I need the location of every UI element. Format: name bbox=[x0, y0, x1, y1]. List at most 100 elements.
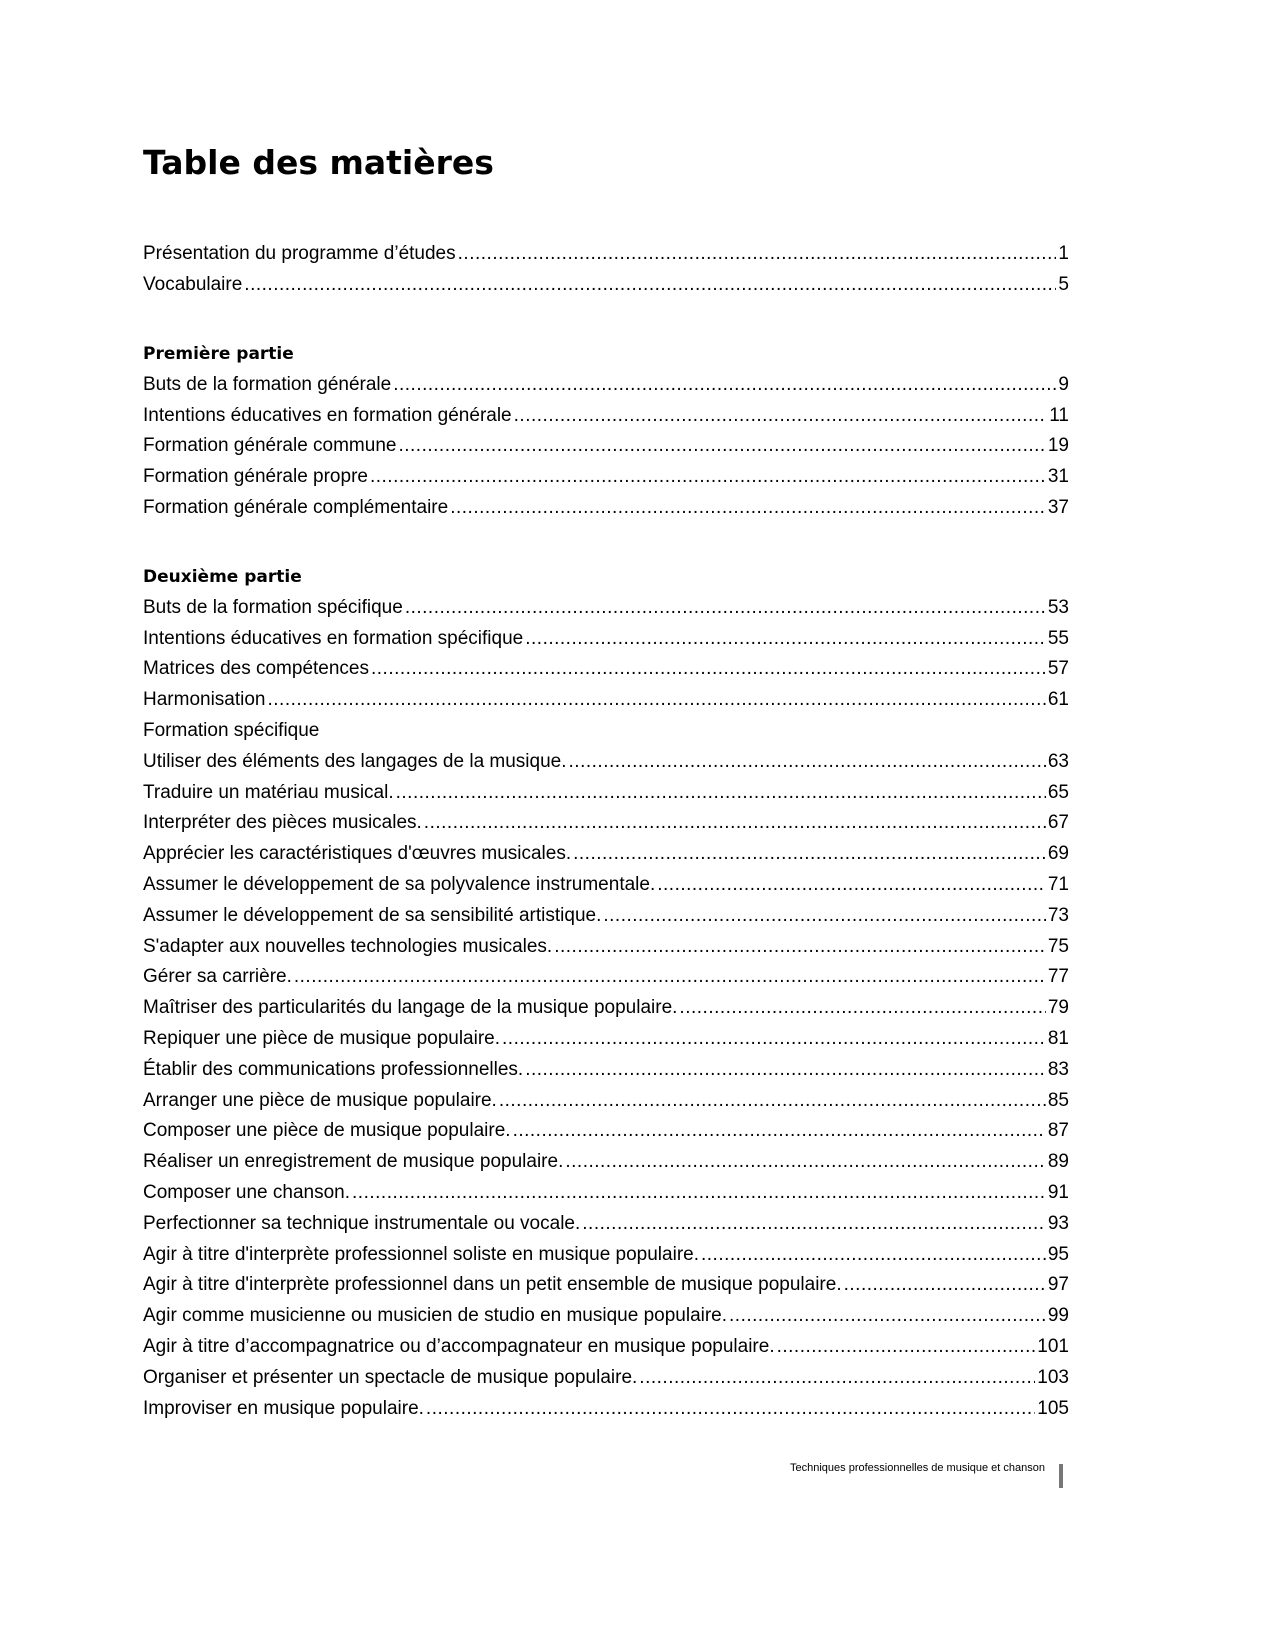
entry-page-number: 95 bbox=[1047, 1243, 1069, 1265]
toc-entry[interactable]: Harmonisation 61 bbox=[143, 685, 1069, 716]
toc-entry[interactable]: Présentation du programme d’études 1 bbox=[143, 239, 1069, 270]
toc-entry[interactable]: Utiliser des éléments des langages de la… bbox=[143, 747, 1069, 778]
entry-page-number: 91 bbox=[1047, 1181, 1069, 1203]
entry-label: Buts de la formation générale bbox=[143, 373, 392, 395]
dot-leader bbox=[701, 1240, 1046, 1271]
toc-entry[interactable]: Établir des communications professionnel… bbox=[143, 1055, 1069, 1086]
entry-page-number: 11 bbox=[1049, 404, 1069, 426]
toc-part-1: Première partie Buts de la formation gén… bbox=[143, 339, 1069, 524]
entry-label: Établir des communications professionnel… bbox=[143, 1058, 524, 1080]
entry-label: Matrices des compétences bbox=[143, 658, 369, 680]
dot-leader bbox=[569, 747, 1046, 778]
entry-page-number: 31 bbox=[1047, 466, 1069, 488]
toc-entry[interactable]: Agir comme musicienne ou musicien de stu… bbox=[143, 1301, 1069, 1332]
toc-entry[interactable]: Composer une chanson. 91 bbox=[143, 1178, 1069, 1209]
entry-page-number: 37 bbox=[1047, 496, 1069, 518]
entry-page-number: 1 bbox=[1058, 243, 1069, 264]
dot-leader bbox=[499, 1086, 1046, 1117]
toc-entry[interactable]: Interpréter des pièces musicales. 67 bbox=[143, 808, 1069, 839]
toc-entry[interactable]: Intentions éducatives en formation spéci… bbox=[143, 624, 1069, 655]
entry-label: Intentions éducatives en formation génér… bbox=[143, 404, 512, 426]
toc-entry[interactable]: Arranger une pièce de musique populaire.… bbox=[143, 1086, 1069, 1117]
toc-entry[interactable]: Improviser en musique populaire. 105 bbox=[143, 1394, 1069, 1425]
toc-entry[interactable]: Gérer sa carrière. 77 bbox=[143, 962, 1069, 993]
entry-page-number: 81 bbox=[1047, 1027, 1069, 1049]
toc-entry[interactable]: Agir à titre d’accompagnatrice ou d’acco… bbox=[143, 1332, 1069, 1363]
dot-leader bbox=[603, 901, 1046, 932]
toc-entry[interactable]: Agir à titre d'interprète professionnel … bbox=[143, 1270, 1069, 1301]
toc-entry[interactable]: Assumer le développement de sa polyvalen… bbox=[143, 870, 1069, 901]
footer-bar bbox=[1059, 1464, 1063, 1488]
toc-entry[interactable]: Perfectionner sa technique instrumentale… bbox=[143, 1209, 1069, 1240]
dot-leader bbox=[405, 593, 1046, 624]
toc-entry[interactable]: Vocabulaire 5 bbox=[143, 270, 1069, 301]
dot-leader bbox=[525, 1055, 1046, 1086]
entry-page-number: 85 bbox=[1047, 1089, 1069, 1111]
dot-leader bbox=[294, 962, 1046, 993]
toc-subheading: Formation spécifique bbox=[143, 716, 1069, 747]
dot-leader bbox=[565, 1147, 1046, 1178]
toc-part-2: Deuxième partie Buts de la formation spé… bbox=[143, 562, 1069, 1424]
dot-leader bbox=[554, 932, 1046, 963]
toc-entry[interactable]: Formation générale commune 19 bbox=[143, 431, 1069, 462]
dot-leader bbox=[371, 654, 1046, 685]
dot-leader bbox=[424, 808, 1046, 839]
entry-label: Agir à titre d'interprète professionnel … bbox=[143, 1274, 842, 1296]
entry-label: Agir comme musicienne ou musicien de stu… bbox=[143, 1305, 728, 1327]
entry-page-number: 9 bbox=[1058, 373, 1069, 395]
entry-page-number: 89 bbox=[1047, 1151, 1069, 1173]
entry-page-number: 67 bbox=[1047, 812, 1069, 834]
entry-label: Formation générale propre bbox=[143, 466, 368, 488]
toc-entry[interactable]: Agir à titre d'interprète professionnel … bbox=[143, 1240, 1069, 1271]
entry-label: Repiquer une pièce de musique populaire. bbox=[143, 1027, 501, 1049]
entry-label: Présentation du programme d’études bbox=[143, 243, 456, 264]
dot-leader bbox=[398, 431, 1045, 462]
page-title: Table des matières bbox=[143, 143, 494, 182]
toc-entry[interactable]: Buts de la formation spécifique 53 bbox=[143, 593, 1069, 624]
toc-entry[interactable]: Intentions éducatives en formation génér… bbox=[143, 401, 1069, 432]
dot-leader bbox=[396, 778, 1046, 809]
toc-entry[interactable]: Organiser et présenter un spectacle de m… bbox=[143, 1363, 1069, 1394]
dot-leader bbox=[370, 462, 1046, 493]
toc-entry[interactable]: Formation générale complémentaire 37 bbox=[143, 493, 1069, 524]
entry-page-number: 73 bbox=[1047, 904, 1069, 926]
dot-leader bbox=[352, 1178, 1046, 1209]
toc-entry[interactable]: Réaliser un enregistrement de musique po… bbox=[143, 1147, 1069, 1178]
toc-entry[interactable]: Matrices des compétences 57 bbox=[143, 654, 1069, 685]
entry-page-number: 77 bbox=[1047, 966, 1069, 988]
entry-page-number: 97 bbox=[1047, 1274, 1069, 1296]
entry-page-number: 71 bbox=[1047, 873, 1069, 895]
section-heading: Deuxième partie bbox=[143, 567, 302, 587]
dot-leader bbox=[729, 1301, 1046, 1332]
dot-leader bbox=[657, 870, 1046, 901]
entry-label: Agir à titre d'interprète professionnel … bbox=[143, 1243, 699, 1265]
toc-intro: Présentation du programme d’études 1 Vocab… bbox=[143, 239, 1069, 301]
dot-leader bbox=[777, 1332, 1036, 1363]
entry-page-number: 63 bbox=[1047, 750, 1069, 772]
toc-entry[interactable]: Maîtriser des particularités du langage … bbox=[143, 993, 1069, 1024]
dot-leader bbox=[679, 993, 1045, 1024]
toc-entry[interactable]: S'adapter aux nouvelles technologies mus… bbox=[143, 932, 1069, 963]
toc-entry[interactable]: Assumer le développement de sa sensibili… bbox=[143, 901, 1069, 932]
toc-entry[interactable]: Repiquer une pièce de musique populaire.… bbox=[143, 1024, 1069, 1055]
dot-leader bbox=[639, 1363, 1035, 1394]
entry-label: Perfectionner sa technique instrumentale… bbox=[143, 1212, 581, 1234]
dot-leader bbox=[502, 1024, 1046, 1055]
entry-label: Traduire un matériau musical. bbox=[143, 781, 394, 803]
entry-page-number: 5 bbox=[1058, 273, 1069, 295]
toc-entry[interactable]: Composer une pièce de musique populaire.… bbox=[143, 1116, 1069, 1147]
entry-page-number: 75 bbox=[1047, 935, 1069, 957]
toc-entry[interactable]: Apprécier les caractéristiques d'œuvres … bbox=[143, 839, 1069, 870]
dot-leader bbox=[844, 1270, 1046, 1301]
toc-entry[interactable]: Buts de la formation générale 9 bbox=[143, 370, 1069, 401]
entry-label: Réaliser un enregistrement de musique po… bbox=[143, 1151, 564, 1173]
entry-page-number: 69 bbox=[1047, 843, 1069, 865]
entry-page-number: 57 bbox=[1047, 658, 1069, 680]
toc-entry[interactable]: Formation générale propre 31 bbox=[143, 462, 1069, 493]
entry-label: S'adapter aux nouvelles technologies mus… bbox=[143, 935, 553, 957]
entry-label: Vocabulaire bbox=[143, 273, 243, 295]
toc-entry[interactable]: Traduire un matériau musical. 65 bbox=[143, 778, 1069, 809]
entry-page-number: 65 bbox=[1047, 781, 1069, 803]
entry-label: Assumer le développement de sa polyvalen… bbox=[143, 873, 656, 895]
entry-label: Agir à titre d’accompagnatrice ou d’acco… bbox=[143, 1335, 775, 1357]
